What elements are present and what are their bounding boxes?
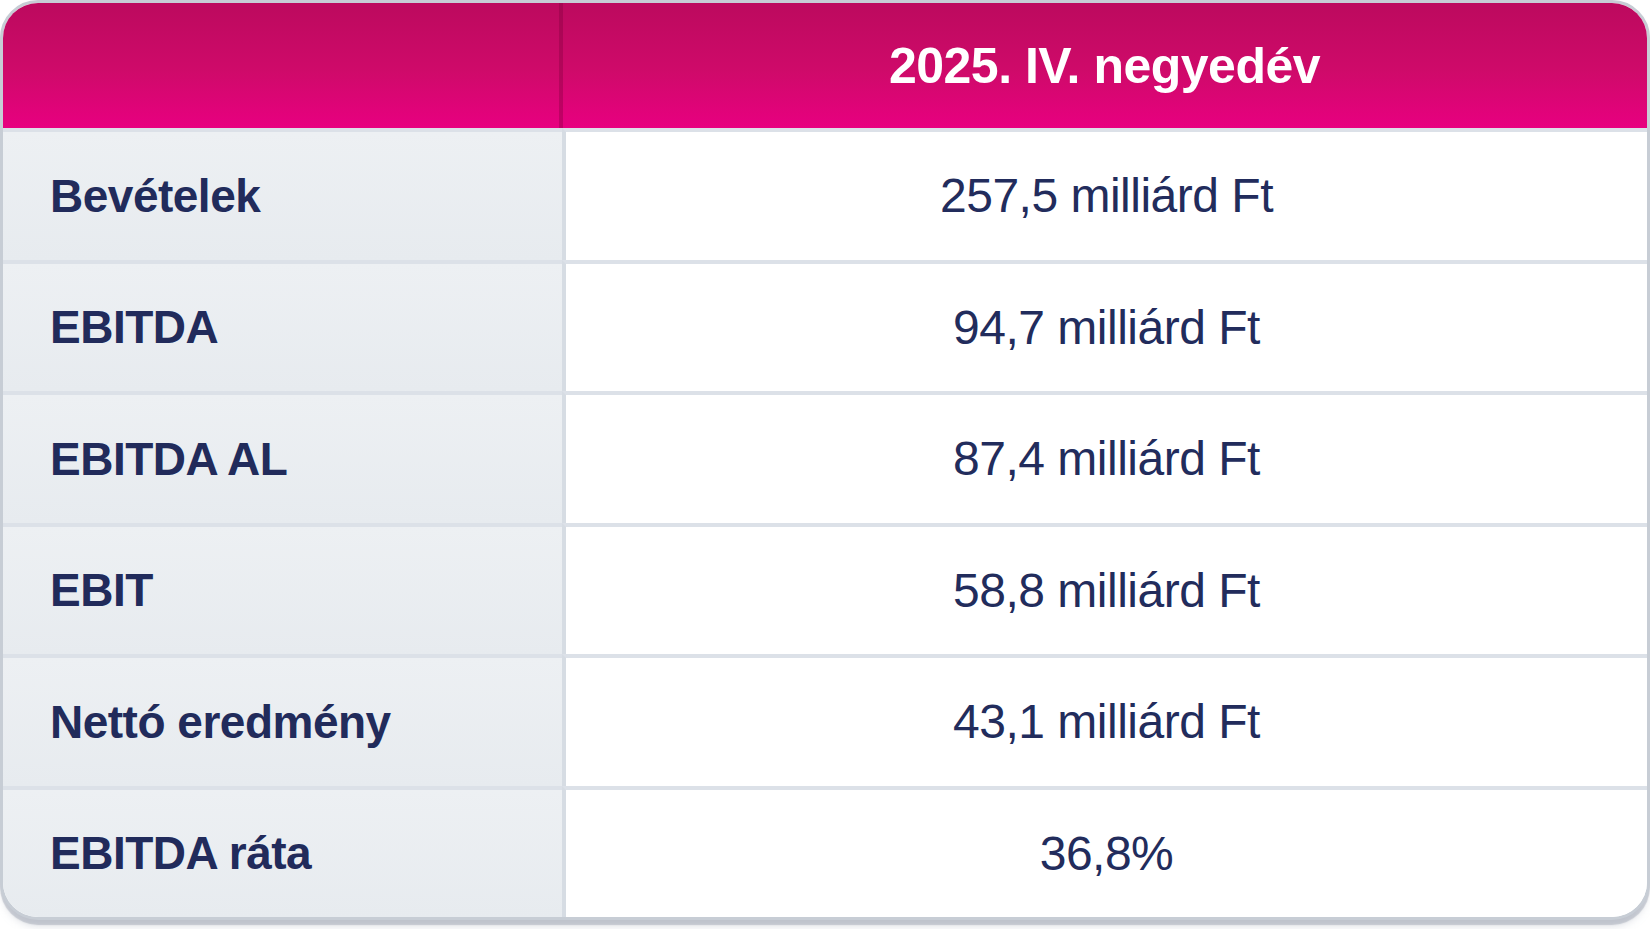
row-value-ebitda-al: 87,4 milliárd Ft [562, 391, 1647, 523]
row-value-ebitda: 94,7 milliárd Ft [562, 260, 1647, 392]
row-value-netto-eredmeny: 43,1 milliárd Ft [562, 654, 1647, 786]
row-label-ebit: EBIT [3, 523, 562, 655]
row-label-ebitda-rata: EBITDA ráta [3, 786, 562, 918]
row-label-bevetelek: Bevételek [3, 128, 562, 260]
row-value-bevetelek: 257,5 milliárd Ft [562, 128, 1647, 260]
row-label-netto-eredmeny: Nettó eredmény [3, 654, 562, 786]
quarterly-results-table: 2025. IV. negyedév Bevételek 257,5 milli… [0, 0, 1650, 920]
period-column-header: 2025. IV. negyedév [562, 37, 1647, 95]
row-label-ebitda-al: EBITDA AL [3, 391, 562, 523]
row-value-ebitda-rata: 36,8% [562, 786, 1647, 918]
table-header-row: 2025. IV. negyedév [3, 3, 1647, 128]
row-value-ebit: 58,8 milliárd Ft [562, 523, 1647, 655]
row-label-ebitda: EBITDA [3, 260, 562, 392]
